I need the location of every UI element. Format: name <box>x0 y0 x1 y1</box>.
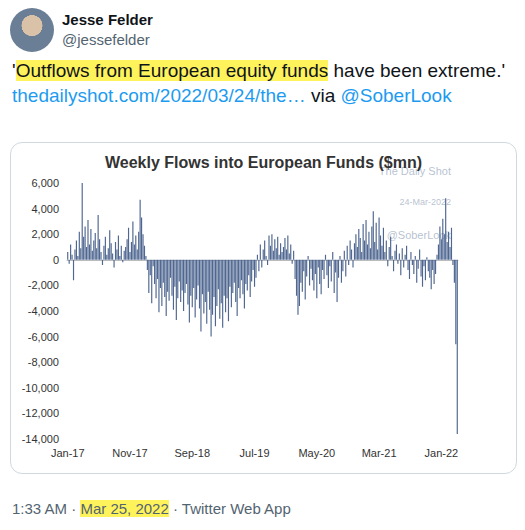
svg-text:May-20: May-20 <box>298 447 335 459</box>
html-text:thedailyshot.com/2022/03/24/th: thedailyshot.com/2022/03/24/the… via @So… <box>12 85 452 106</box>
svg-text:2,000: 2,000 <box>31 228 59 240</box>
svg-text:@SoberLook: @SoberLook <box>387 229 452 241</box>
svg-text:The Daily Shot: The Daily Shot <box>378 164 451 177</box>
html-text:@jessefelder: @jessefelder <box>62 31 150 48</box>
svg-text:-4,000: -4,000 <box>28 305 59 317</box>
svg-text:-14,000: -14,000 <box>22 433 59 445</box>
svg-text:6,000: 6,000 <box>31 177 59 189</box>
svg-text:-8,000: -8,000 <box>28 356 59 368</box>
svg-text:Weekly Flows into European Fun: Weekly Flows into European Funds ($mn) <box>105 154 422 171</box>
svg-text:Nov-17: Nov-17 <box>112 447 147 459</box>
svg-text:4,000: 4,000 <box>31 203 59 215</box>
html-text:Jesse Felder: Jesse Felder <box>62 11 153 28</box>
svg-text:Jul-19: Jul-19 <box>240 447 270 459</box>
svg-text:-10,000: -10,000 <box>22 382 59 394</box>
svg-text:-12,000: -12,000 <box>22 407 59 419</box>
svg-text:24-Mar-2022: 24-Mar-2022 <box>399 197 451 207</box>
svg-text:Sep-18: Sep-18 <box>175 447 210 459</box>
svg-text:Mar-21: Mar-21 <box>362 447 397 459</box>
html-text:' Outflows from European equit: ' Outflows from European equity funds ha… <box>12 60 506 81</box>
svg-text:-6,000: -6,000 <box>28 331 59 343</box>
svg-text:-2,000: -2,000 <box>28 279 59 291</box>
svg-text:Jan-17: Jan-17 <box>51 447 85 459</box>
svg-text:0: 0 <box>53 254 59 266</box>
html-text:1:33 AM · Mar 25, 2022 · Twitt: 1:33 AM · Mar 25, 2022 · Twitter Web App <box>12 500 291 517</box>
svg-text:Jan-22: Jan-22 <box>425 447 459 459</box>
